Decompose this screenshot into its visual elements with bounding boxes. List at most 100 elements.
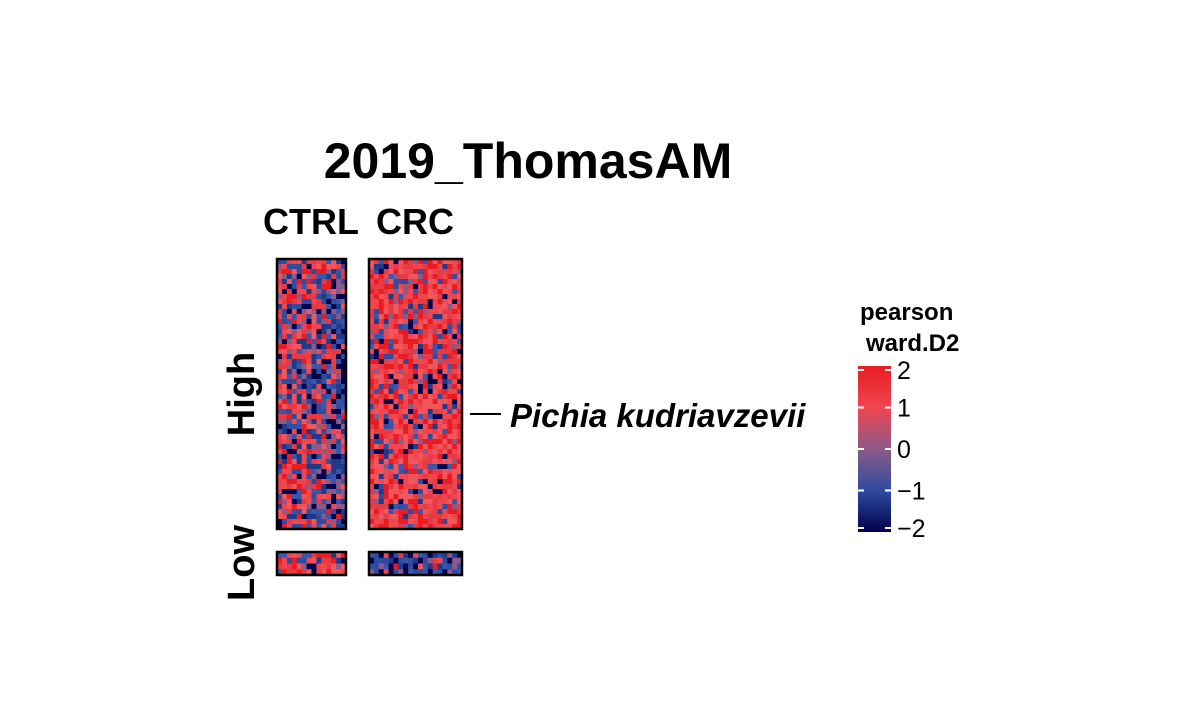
heatmap-cell	[326, 449, 332, 455]
heatmap-cell	[437, 309, 443, 315]
heatmap-cell	[437, 349, 443, 355]
heatmap-cell	[316, 484, 322, 490]
heatmap-cell	[286, 349, 293, 355]
heatmap-cell	[378, 424, 385, 430]
heatmap-cell	[296, 424, 303, 430]
heatmap-cell	[321, 494, 327, 500]
heatmap-cell	[369, 314, 375, 320]
heatmap-cell	[437, 274, 443, 280]
heatmap-cell	[316, 264, 322, 270]
heatmap-cell	[398, 489, 404, 495]
heatmap-cell	[437, 469, 443, 475]
heatmap-cell	[408, 429, 414, 435]
heatmap-cell	[388, 494, 394, 500]
heatmap-cell	[403, 439, 409, 445]
heatmap-cell	[373, 474, 380, 480]
heatmap-cell	[457, 519, 463, 525]
heatmap-cell	[286, 319, 293, 325]
heatmap-cell	[393, 454, 399, 460]
heatmap-cell	[301, 439, 307, 445]
heatmap-cell	[341, 464, 347, 470]
heatmap-cell	[286, 514, 293, 520]
heatmap-cell	[336, 324, 342, 330]
heatmap-cell	[301, 569, 307, 576]
heatmap-cell	[403, 399, 409, 405]
heatmap-cell	[427, 354, 434, 360]
heatmap-cell	[417, 324, 424, 330]
heatmap-cell	[281, 259, 288, 265]
heatmap-cell	[383, 439, 389, 445]
heatmap-cell	[403, 444, 409, 450]
heatmap-cell	[388, 259, 394, 265]
heatmap-cell	[393, 434, 399, 440]
heatmap-cell	[378, 557, 385, 564]
heatmap-cell	[437, 394, 443, 400]
heatmap-cell	[447, 514, 453, 520]
heatmap-cell	[408, 494, 414, 500]
heatmap-cell	[286, 419, 293, 425]
heatmap-cell	[432, 409, 438, 415]
heatmap-cell	[393, 419, 399, 425]
heatmap-cell	[321, 389, 327, 395]
heatmap-cell	[286, 464, 293, 470]
heatmap-cell	[427, 524, 434, 530]
heatmap-cell	[291, 354, 298, 360]
heatmap-cell	[417, 449, 424, 455]
heatmap-cell	[301, 484, 307, 490]
heatmap-cell	[306, 369, 312, 375]
heatmap-cell	[326, 479, 332, 485]
heatmap-cell	[296, 499, 303, 505]
heatmap-cell	[447, 359, 453, 365]
heatmap-cell	[457, 389, 463, 395]
heatmap-cell	[311, 309, 317, 315]
heatmap-cell	[373, 434, 380, 440]
heatmap-cell	[281, 459, 288, 465]
heatmap-cell	[432, 484, 438, 490]
heatmap-cell	[281, 334, 288, 340]
heatmap-cell	[413, 414, 419, 420]
heatmap-cell	[393, 409, 399, 415]
heatmap-cell	[427, 459, 434, 465]
heatmap-cell	[447, 384, 453, 390]
heatmap-cell	[311, 519, 317, 525]
heatmap-cell	[427, 419, 434, 425]
heatmap-cell	[296, 484, 303, 490]
heatmap-cell	[311, 557, 317, 564]
heatmap-cell	[437, 484, 443, 490]
heatmap-cell	[447, 459, 453, 465]
heatmap-cell	[432, 439, 438, 445]
heatmap-cell	[373, 379, 380, 385]
heatmap-cell	[432, 369, 438, 375]
heatmap-cell	[393, 384, 399, 390]
heatmap-cell	[291, 444, 298, 450]
heatmap-cell	[427, 369, 434, 375]
heatmap-cell	[452, 519, 458, 525]
legend-tick-label: 0	[897, 436, 911, 464]
heatmap-cell	[437, 434, 443, 440]
heatmap-cell	[321, 569, 327, 576]
heatmap-cell	[393, 314, 399, 320]
heatmap-cell	[442, 439, 448, 445]
heatmap-cell	[398, 309, 404, 315]
heatmap-cell	[398, 379, 404, 385]
heatmap-cell	[447, 569, 453, 576]
heatmap-cell	[442, 379, 448, 385]
heatmap-cell	[413, 449, 419, 455]
heatmap-cell	[437, 494, 443, 500]
heatmap-cell	[341, 569, 347, 576]
heatmap-cell	[301, 284, 307, 290]
heatmap-cell	[422, 563, 429, 570]
heatmap-cell	[422, 479, 429, 485]
heatmap-cell	[373, 339, 380, 345]
heatmap-cell	[437, 289, 443, 295]
heatmap-cell	[306, 552, 312, 559]
heatmap-cell	[403, 552, 409, 559]
heatmap-cell	[286, 324, 293, 330]
heatmap-cell	[311, 434, 317, 440]
heatmap-cell	[457, 419, 463, 425]
heatmap-cell	[378, 269, 385, 275]
heatmap-cell	[281, 557, 288, 564]
heatmap-cell	[408, 459, 414, 465]
heatmap-cell	[369, 519, 375, 525]
heatmap-cell	[316, 494, 322, 500]
